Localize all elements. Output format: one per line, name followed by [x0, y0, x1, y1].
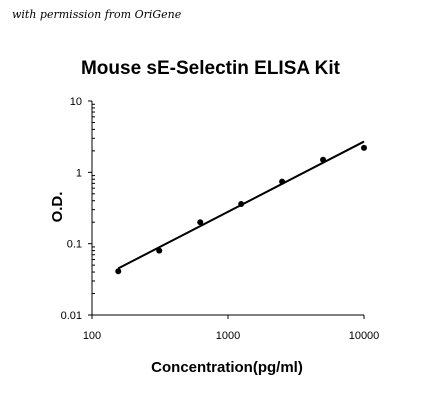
- data-point: [197, 219, 204, 226]
- chart-title: Mouse sE-Selectin ELISA Kit: [80, 58, 340, 79]
- y-tick-label: 0.01: [61, 310, 82, 322]
- data-point: [361, 144, 367, 151]
- x-tick-label: 100: [83, 330, 101, 342]
- y-tick-label: 0.1: [67, 239, 82, 251]
- chart-marks: [115, 140, 367, 275]
- data-point: [238, 200, 245, 207]
- y-axis-title: O.D.: [49, 192, 66, 223]
- data-point: [156, 247, 163, 254]
- data-point: [279, 178, 286, 185]
- y-tick-label: 10: [70, 96, 82, 108]
- credit-text: with permission from OriGene: [12, 8, 182, 21]
- y-tick-label: 1: [76, 167, 82, 179]
- data-point: [320, 156, 327, 163]
- x-axis-title: Concentration(pg/ml): [151, 359, 303, 376]
- data-point: [115, 268, 122, 275]
- chart-axes: [91, 101, 364, 316]
- chart-ticks: 0.01 0.1 1 10 100 1000 10000: [61, 96, 380, 342]
- x-tick-label: 1000: [216, 330, 240, 342]
- x-tick-label: 10000: [349, 330, 380, 342]
